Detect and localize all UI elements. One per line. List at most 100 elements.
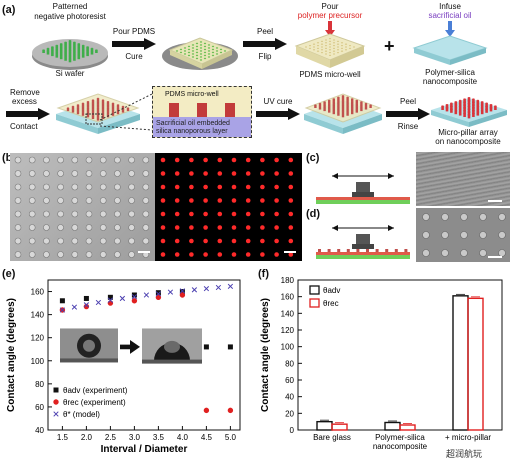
- chart-e-point-s0: [203, 344, 209, 350]
- chart-f-xtick: Polymer-silica: [375, 433, 425, 442]
- sem-inset-c-scalebar: [488, 200, 502, 202]
- chart-e-point-s2: [71, 304, 78, 310]
- chart-e-ytick: 160: [31, 288, 45, 297]
- chart-e-point-s2: [167, 289, 174, 295]
- nanocomposite-illustration: [412, 35, 488, 65]
- chart-e-ylabel: Contact angle (degrees): [6, 298, 17, 412]
- chart-e-point-s2: [95, 299, 102, 306]
- chart-f-ytick: 20: [285, 409, 294, 418]
- inset-pillar-3: [225, 103, 235, 117]
- chart-e-ytick: 80: [35, 380, 44, 389]
- label-peel-1: Peel: [256, 27, 274, 36]
- panel-label-e: (e): [2, 268, 16, 280]
- chart-e-point-s1: [155, 294, 162, 301]
- label-polymer-silica: Polymer-silica: [425, 68, 475, 77]
- chart-f-ytick: 60: [285, 376, 294, 385]
- contact-assembly-illustration: [56, 93, 140, 134]
- chart-f-xtick: + micro-pillar: [445, 433, 491, 442]
- chart-e-xtick: 1.5: [57, 433, 69, 442]
- sem-inset-c: [416, 152, 510, 206]
- chart-f-bar: [452, 295, 469, 431]
- label-si-wafer: Si wafer: [55, 69, 85, 78]
- plus-sign: +: [384, 36, 395, 56]
- chart-e-point-s1: [83, 303, 90, 310]
- chart-e-xtick: 3.0: [129, 433, 141, 442]
- fluorescence-dots: [160, 157, 294, 257]
- chart-f-bar: [331, 423, 348, 431]
- chart-e-point-s2: [191, 287, 198, 293]
- label-micro-pillar: Micro-pillar array: [438, 128, 498, 137]
- inset-title: PDMS micro-well: [165, 91, 219, 98]
- chart-f-ytick: 80: [285, 359, 294, 368]
- watermark: 超润航玩: [446, 449, 483, 459]
- sem-inset-d-pillars: [422, 213, 506, 257]
- chart-e-frame: [47, 279, 241, 431]
- label-remove: Remove: [10, 88, 40, 97]
- chart-e-point-s2: [83, 302, 90, 308]
- chart-e-legend-marker: [53, 387, 59, 393]
- sem-pillars: [14, 156, 150, 258]
- chart-f-legend-label: θadv: [323, 286, 340, 295]
- chart-e-point-s2: [203, 286, 210, 292]
- chart-f: 0 20 40 60 80 100 120 140 160 180 Contact angle (d…: [260, 276, 503, 451]
- chart-e-point-s0: [227, 344, 233, 350]
- panel-label-d: (d): [306, 208, 321, 220]
- chart-e-point-s0: [107, 294, 113, 300]
- label-nanocomposite: nanocomposite: [422, 77, 478, 86]
- inset-sub-2: silica nanoporous layer: [156, 128, 228, 135]
- chart-f-bar: [399, 424, 416, 431]
- arrow-pour-pdms: [112, 38, 156, 50]
- chart-e-legend-label: θ* (model): [63, 410, 100, 419]
- chart-e-ytick: 120: [31, 334, 45, 343]
- chart-e-point-s2: [215, 284, 222, 291]
- panel-label-a: (a): [2, 4, 16, 16]
- chart-f-ytick: 100: [281, 343, 295, 352]
- chart-e-xtick: 4.5: [201, 433, 213, 442]
- uv-cured-illustration: [304, 93, 382, 134]
- schematic-d: [316, 225, 410, 259]
- chart-e-point-s2: [155, 291, 162, 297]
- panel-label-f: (f): [258, 268, 269, 280]
- label-neg-photoresist: negative photoresist: [34, 12, 106, 21]
- arrow-down-red: [325, 21, 335, 37]
- label-peel-2: Peel: [399, 97, 417, 106]
- chart-f-ytick: 180: [281, 276, 295, 285]
- pdms-on-wafer-illustration: [162, 37, 238, 70]
- chart-e-legend-label: θadv (experiment): [63, 386, 128, 395]
- chart-e-legend-marker: [53, 411, 59, 417]
- schematic-c: [316, 173, 410, 204]
- chart-e-point-s1: [227, 407, 234, 414]
- label-on-nanocomposite: on nanocomposite: [435, 137, 501, 146]
- inset-sub-1: Sacrificial oil embedded: [156, 120, 230, 127]
- inset-connector: [99, 93, 153, 131]
- chart-e: 40 60 80 100 120 140 160 1.5 2.0 2.5 3.0 3.5 4.0 4.5 5…: [6, 279, 241, 455]
- chart-e-point-s0: [83, 295, 89, 301]
- label-contact: Contact: [10, 122, 38, 131]
- chart-e-xtick: 2.5: [105, 433, 117, 442]
- chart-e-point-s2: [119, 295, 126, 302]
- chart-f-bar: [467, 297, 484, 431]
- label-cure: Cure: [125, 52, 143, 61]
- chart-f-ytick: 0: [290, 426, 295, 435]
- chart-e-xtick: 2.0: [81, 433, 93, 442]
- chart-e-ytick: 100: [31, 357, 45, 366]
- chart-e-point-s0: [59, 298, 65, 304]
- chart-e-point-s0: [131, 292, 137, 298]
- arrow-uv-cure: [256, 108, 300, 120]
- chart-f-ytick: 140: [281, 309, 295, 318]
- arrow-peel-rinse: [386, 108, 430, 120]
- label-patterned: Patterned: [52, 2, 88, 11]
- chart-e-point-s2: [131, 294, 138, 300]
- arrow-remove-contact: [6, 108, 50, 120]
- chart-e-xtick: 3.5: [153, 433, 165, 442]
- label-excess: excess: [12, 97, 37, 106]
- chart-e-point-s2: [107, 297, 114, 303]
- sem-inset-d-scalebar: [488, 256, 502, 258]
- chart-e-point-s1: [107, 300, 114, 306]
- label-sacrificial-oil: sacrificial oil: [428, 11, 472, 20]
- chart-e-legend-label: θrec (experiment): [63, 398, 126, 407]
- chart-e-point-s2: [179, 288, 186, 294]
- chart-e-point-s1: [131, 298, 138, 304]
- label-infuse: Infuse: [439, 2, 461, 11]
- sem-scalebar: [138, 251, 150, 253]
